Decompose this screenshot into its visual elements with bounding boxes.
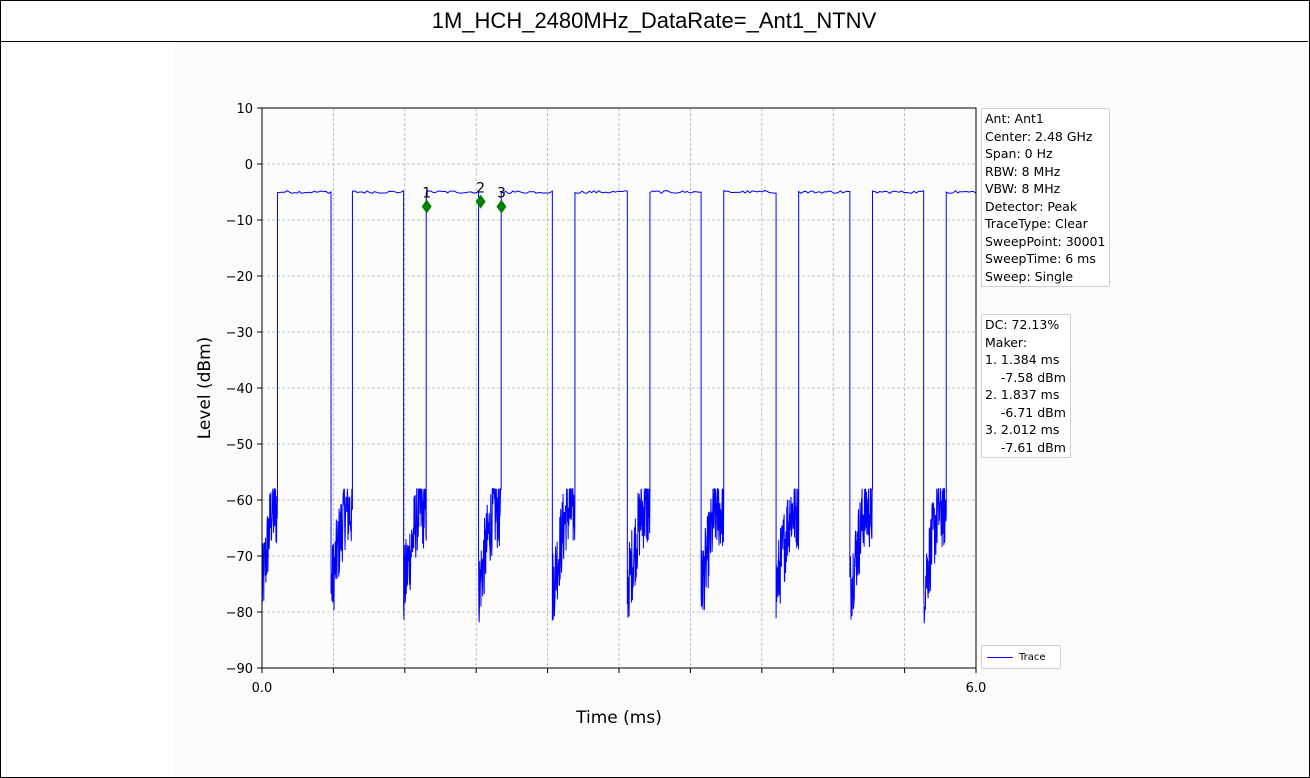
marker-diamond: [421, 199, 432, 214]
marker-info-line: DC: 72.13%: [985, 317, 1060, 332]
settings-line: Detector: Peak: [985, 198, 1078, 214]
marker-info-line: 1. 1.384 ms: [985, 352, 1060, 367]
trace-series: [261, 189, 977, 624]
marker-label: 1: [422, 185, 431, 201]
axis-ticks: 0.0 6.0 10 0 −10 −20 −30 −40 −50 −60 −70 −80 −90: [226, 102, 987, 696]
settings-line: Sweep: Single: [985, 268, 1074, 284]
legend: Trace: [981, 645, 1061, 669]
settings-line: SweepTime: 6 ms: [985, 251, 1096, 266]
marker-info-line: -6.71 dBm: [985, 404, 1066, 420]
y-tick-label: −80: [226, 606, 253, 621]
y-tick-label: −30: [226, 326, 253, 341]
y-tick-label: −10: [226, 214, 253, 229]
marker-info-box: DC: 72.13% Maker: 1. 1.384 ms -7.58 dBm 2. …: [981, 314, 1071, 458]
settings-line: Span: 0 Hz: [985, 146, 1053, 161]
marker-diamond: [496, 199, 507, 214]
y-tick-label: −70: [226, 550, 253, 565]
y-tick-label: 10: [236, 102, 253, 117]
y-tick-label: −50: [226, 438, 253, 453]
x-tick-label: 6.0: [966, 681, 987, 696]
y-axis-label: Level (dBm): [195, 337, 215, 440]
x-axis-label: Time (ms): [575, 708, 662, 728]
legend-label: Trace: [1019, 651, 1046, 663]
marker-info-line: 3. 2.012 ms: [985, 422, 1060, 437]
marker-label: 3: [497, 186, 506, 202]
grid-lines: [262, 108, 976, 668]
marker-info-line: Maker:: [985, 334, 1028, 350]
settings-line: RBW: 8 MHz: [985, 163, 1061, 179]
y-tick-label: −20: [226, 270, 253, 285]
marker-info-line: -7.58 dBm: [985, 369, 1066, 385]
y-tick-label: −60: [226, 494, 253, 509]
y-tick-label: 0: [245, 158, 253, 173]
settings-line: Ant: Ant1: [985, 111, 1044, 126]
y-tick-label: −90: [226, 662, 253, 677]
page-title: 1M_HCH_2480MHz_DataRate=_Ant1_NTNV: [0, 0, 1308, 42]
x-tick-label: 0.0: [252, 681, 273, 696]
marker-label: 2: [476, 181, 485, 197]
settings-line: TraceType: Clear: [985, 216, 1088, 231]
settings-info-box: Ant: Ant1 Center: 2.48 GHz Span: 0 Hz RBW: …: [981, 108, 1111, 287]
settings-line: SweepPoint: 30001: [985, 233, 1106, 249]
y-tick-label: −40: [226, 382, 253, 397]
marker-info-line: -7.61 dBm: [985, 439, 1066, 455]
marker-diamond: [475, 194, 486, 209]
trace-line: [261, 189, 977, 624]
legend-line-icon: [987, 656, 1013, 658]
settings-line: Center: 2.48 GHz: [985, 128, 1093, 144]
marker-info-line: 2. 1.837 ms: [985, 387, 1060, 402]
settings-line: VBW: 8 MHz: [985, 181, 1061, 196]
